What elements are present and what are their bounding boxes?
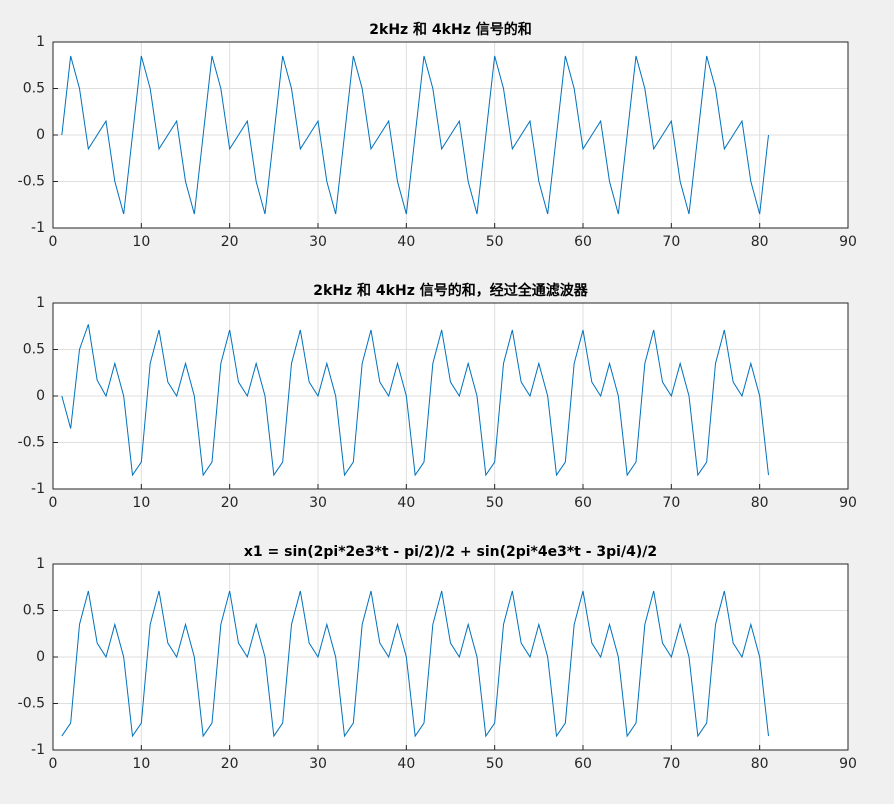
y-tick-label: -0.5: [18, 174, 45, 190]
y-tick-label: -1: [31, 742, 45, 758]
axes-frame: [52, 41, 849, 229]
x-tick-label: 30: [309, 756, 327, 772]
x-tick-label: 10: [132, 495, 150, 511]
y-tick-label: -0.5: [18, 435, 45, 451]
data-line: [61, 55, 769, 215]
chart-title: 2kHz 和 4kHz 信号的和: [369, 21, 531, 38]
data-line: [61, 590, 769, 738]
x-tick-label: 10: [132, 234, 150, 250]
x-tick-label: 0: [49, 495, 58, 511]
x-tick-label: 90: [839, 495, 857, 511]
x-tick-label: 30: [309, 495, 327, 511]
y-tick-label: 0: [36, 388, 45, 404]
x-tick-label: 70: [662, 756, 680, 772]
y-tick-label: -0.5: [18, 696, 45, 712]
x-tick-label: 0: [49, 756, 58, 772]
y-tick-label: 0: [36, 649, 45, 665]
x-tick-label: 50: [486, 756, 504, 772]
x-tick-label: 80: [751, 756, 769, 772]
x-tick-label: 20: [221, 495, 239, 511]
y-tick-label: 1: [36, 34, 45, 50]
x-tick-label: 60: [574, 234, 592, 250]
x-tick-label: 90: [839, 756, 857, 772]
y-tick-label: 0.5: [23, 603, 45, 619]
axes-frame: [52, 563, 849, 751]
y-tick-label: 0.5: [23, 342, 45, 358]
x-tick-label: 70: [662, 495, 680, 511]
x-tick-label: 30: [309, 234, 327, 250]
x-tick-label: 10: [132, 756, 150, 772]
y-tick-label: 0: [36, 127, 45, 143]
x-tick-label: 80: [751, 495, 769, 511]
chart-title: 2kHz 和 4kHz 信号的和，经过全通滤波器: [313, 282, 588, 299]
y-tick-label: -1: [31, 481, 45, 497]
x-tick-label: 90: [839, 234, 857, 250]
y-tick-label: 1: [36, 295, 45, 311]
x-tick-label: 0: [49, 234, 58, 250]
chart-title: x1 = sin(2pi*2e3*t - pi/2)/2 + sin(2pi*4…: [244, 544, 657, 560]
x-tick-label: 60: [574, 756, 592, 772]
x-tick-label: 50: [486, 495, 504, 511]
x-tick-label: 20: [221, 756, 239, 772]
y-tick-label: -1: [31, 220, 45, 236]
x-tick-label: 60: [574, 495, 592, 511]
x-tick-label: 40: [397, 495, 415, 511]
x-tick-label: 80: [751, 234, 769, 250]
y-tick-label: 0.5: [23, 81, 45, 97]
data-line: [61, 324, 769, 477]
x-tick-label: 50: [486, 234, 504, 250]
x-tick-label: 70: [662, 234, 680, 250]
x-tick-label: 40: [397, 234, 415, 250]
x-tick-label: 40: [397, 756, 415, 772]
x-tick-label: 20: [221, 234, 239, 250]
y-tick-label: 1: [36, 556, 45, 572]
axes-frame: [52, 302, 849, 490]
